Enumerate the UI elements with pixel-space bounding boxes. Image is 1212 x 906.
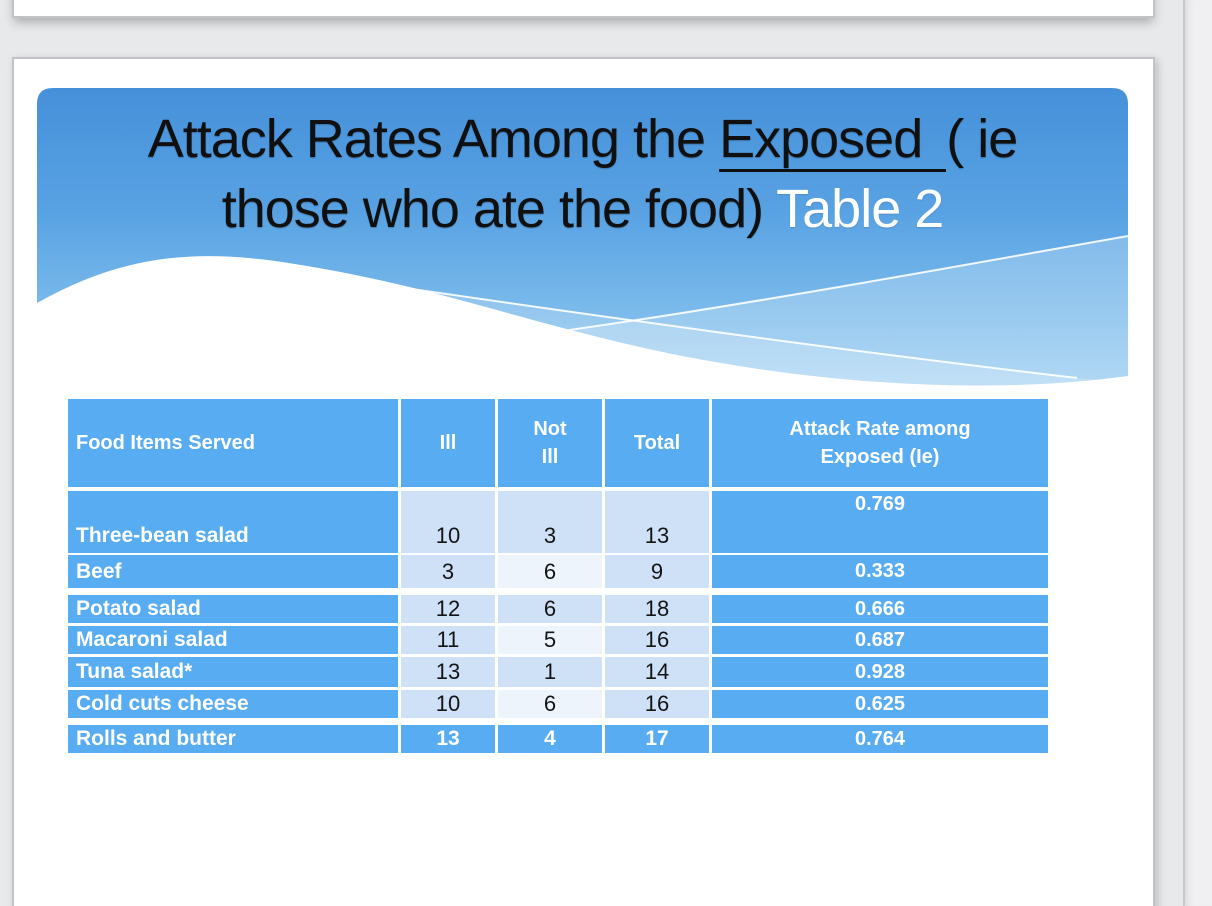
previous-slide-edge[interactable] [12, 0, 1155, 18]
table-row: Tuna salad* 13 1 14 0.928 [68, 657, 1048, 687]
cell-food: Beef [68, 555, 398, 588]
cell-food: Three-bean salad [68, 491, 398, 553]
table-row-total: Rolls and butter 13 4 17 0.764 [68, 725, 1048, 753]
header-food: Food Items Served [68, 399, 398, 487]
attack-rate-table: Food Items Served Ill Not Ill Total Atta… [68, 399, 1048, 753]
cell-rate: 0.764 [712, 725, 1048, 753]
header-not-ill: Not Ill [498, 399, 602, 487]
cell-food: Tuna salad* [68, 657, 398, 687]
table-row: Beef 3 6 9 0.333 [68, 555, 1048, 588]
title-line-1: Attack Rates Among the Exposed ( ie [37, 104, 1128, 174]
cell-total: 16 [605, 626, 709, 654]
cell-not-ill: 6 [498, 555, 602, 588]
cell-ill: 12 [401, 595, 495, 623]
cell-ill: 13 [401, 725, 495, 753]
cell-total: 16 [605, 690, 709, 718]
title-text-2: those who ate the food) [221, 179, 777, 240]
cell-total: 18 [605, 595, 709, 623]
slide-title-banner: Attack Rates Among the Exposed ( ie thos… [37, 88, 1128, 414]
cell-food: Rolls and butter [68, 725, 398, 753]
cell-ill: 13 [401, 657, 495, 687]
header-rate: Attack Rate among Exposed (Ie) [712, 399, 1048, 487]
cell-not-ill: 3 [498, 491, 602, 553]
table-row: Three-bean salad 10 3 13 0.769 [68, 491, 1048, 553]
cell-not-ill: 6 [498, 595, 602, 623]
current-slide[interactable]: Attack Rates Among the Exposed ( ie thos… [12, 57, 1155, 906]
cell-total: 17 [605, 725, 709, 753]
cell-not-ill: 5 [498, 626, 602, 654]
title-accent-text: Table 2 [776, 179, 944, 240]
table-header-row: Food Items Served Ill Not Ill Total Atta… [68, 399, 1048, 487]
table-row: Macaroni salad 11 5 16 0.687 [68, 626, 1048, 654]
cell-rate: 0.928 [712, 657, 1048, 687]
cell-ill: 10 [401, 491, 495, 553]
cell-food: Potato salad [68, 595, 398, 623]
wave-background-graphic [37, 88, 1128, 414]
cell-total: 13 [605, 491, 709, 553]
cell-total: 9 [605, 555, 709, 588]
cell-ill: 3 [401, 555, 495, 588]
title-text-tail: ( ie [946, 109, 1018, 169]
cell-rate: 0.666 [712, 595, 1048, 623]
cell-food: Macaroni salad [68, 626, 398, 654]
cell-rate: 0.333 [712, 555, 1048, 588]
title-text: Attack Rates Among the [147, 109, 720, 169]
title-underlined-word: Exposed [719, 109, 947, 172]
cell-food: Cold cuts cheese [68, 690, 398, 718]
cell-ill: 11 [401, 626, 495, 654]
cell-not-ill: 6 [498, 690, 602, 718]
header-total: Total [605, 399, 709, 487]
header-ill: Ill [401, 399, 495, 487]
table-row: Cold cuts cheese 10 6 16 0.625 [68, 690, 1048, 718]
cell-not-ill: 4 [498, 725, 602, 753]
cell-ill: 10 [401, 690, 495, 718]
cell-total: 14 [605, 657, 709, 687]
cell-rate: 0.769 [712, 491, 1048, 553]
table-row: Potato salad 12 6 18 0.666 [68, 595, 1048, 623]
cell-rate: 0.687 [712, 626, 1048, 654]
title-line-2: those who ate the food) Table 2 [37, 174, 1128, 244]
cell-not-ill: 1 [498, 657, 602, 687]
slide-title: Attack Rates Among the Exposed ( ie thos… [37, 88, 1128, 244]
scrollbar-track[interactable] [1183, 0, 1212, 906]
cell-rate: 0.625 [712, 690, 1048, 718]
